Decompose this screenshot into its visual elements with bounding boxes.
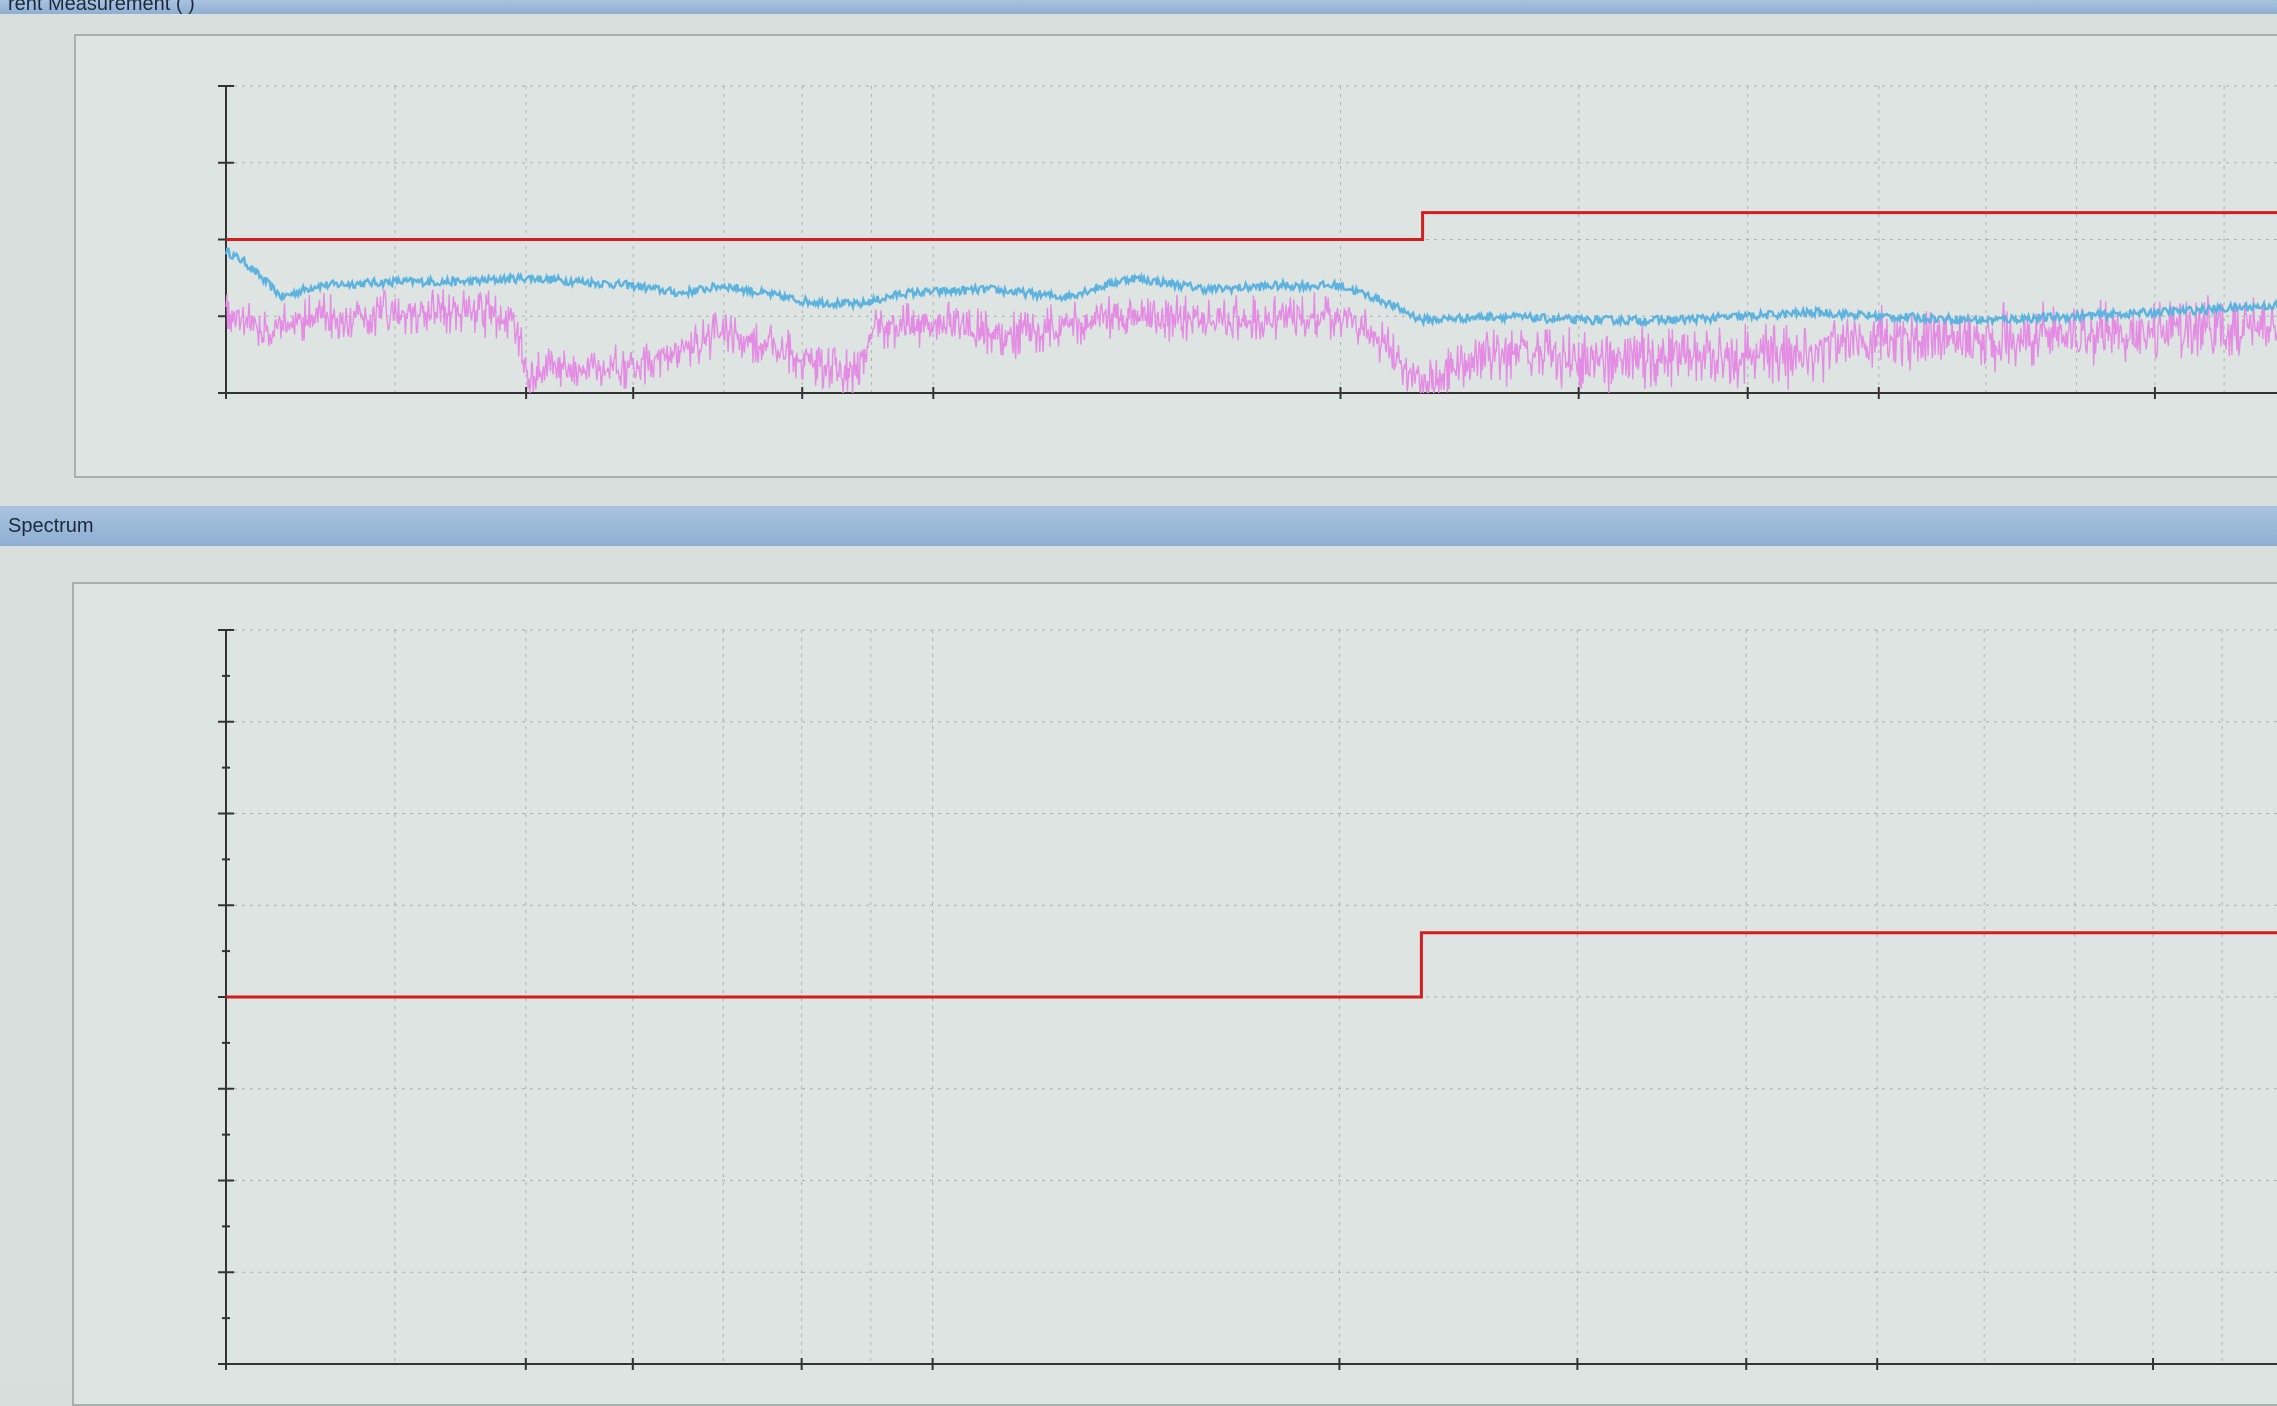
measurement-panel <box>0 14 2277 506</box>
chart-top <box>218 85 2277 399</box>
spectrum-title: Spectrum <box>8 515 94 537</box>
spectrum-title-bar: Spectrum <box>0 506 2277 546</box>
chart-frame-spectrum <box>72 582 2277 1406</box>
spectrum-panel <box>0 546 2277 1406</box>
chart-frame-top <box>74 34 2277 478</box>
peak-trace-series <box>224 247 2277 328</box>
average-trace-series <box>225 289 2277 394</box>
measurement-title-bar: rent Measurement ( ) <box>0 0 2277 14</box>
measurement-title: rent Measurement ( ) <box>8 0 195 14</box>
chart-spectrum <box>218 629 2277 1370</box>
limit-line-series <box>226 931 2277 999</box>
limit-line-series <box>226 211 2277 241</box>
